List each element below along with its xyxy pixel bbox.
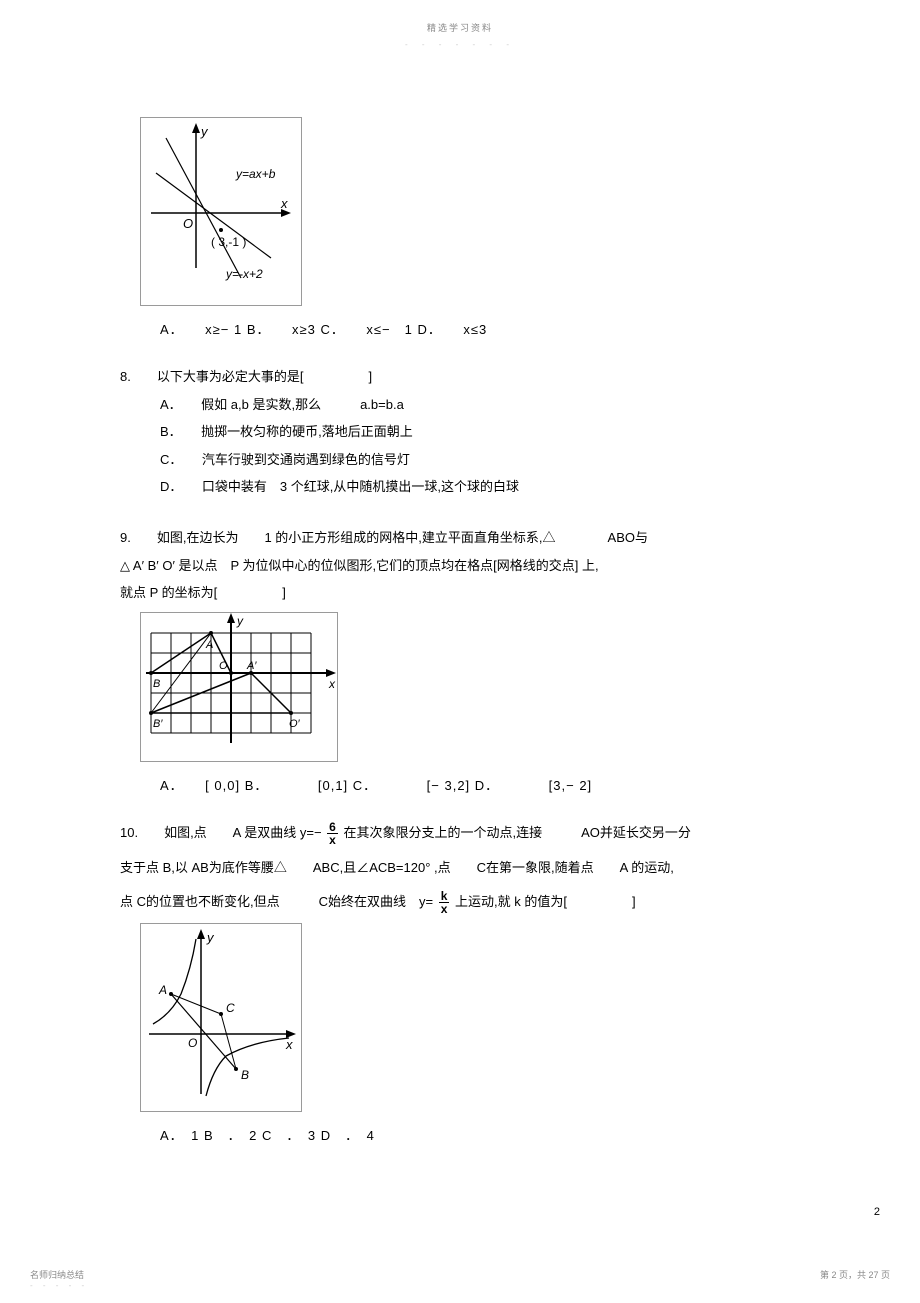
fig2-B: B [153, 678, 160, 690]
content-area: y x O y=ax+b y=-x+2 ( 3,-1 ) A． x≥− 1 B．… [0, 113, 920, 1148]
figure-q10-svg: y x O A B C [141, 924, 301, 1104]
q7-options: A． x≥− 1 B． x≥3 C． x≤− 1 D． x≤3 [160, 318, 800, 341]
figure-q9-svg: y x A O A′ B B′ O′ [141, 613, 337, 753]
fig2-Bp: B′ [153, 718, 163, 730]
q10-line3: 点 C的位置也不断变化,但点 C始终在双曲线 y= k x 上运动,就 k 的值… [120, 890, 800, 915]
axis-y-label: y [200, 124, 209, 139]
fig3-B: B [241, 1068, 249, 1082]
figure-q9: y x A O A′ B B′ O′ [140, 612, 338, 761]
q10-line1-pre: 10. 如图,点 A 是双曲线 y=− [120, 825, 322, 840]
q10-frac2-den: x [439, 903, 450, 915]
figure-q10: y x O A B C [140, 923, 302, 1112]
line2-label: y=-x+2 [225, 267, 263, 281]
q9-line2: △ A′ B′ O′ 是以点 P 为位似中心的位似图形,它们的顶点均在格点[网格… [120, 554, 800, 577]
q8-option-d: D． 口袋中装有 3 个红球,从中随机摸出一球,这个球的白球 [160, 475, 800, 498]
footer-dashes: - - - - - [30, 1279, 88, 1293]
header-dashes: - - - - - - - [0, 38, 920, 52]
q10-line1: 10. 如图,点 A 是双曲线 y=− 6 x 在其次象限分支上的一个动点,连接… [120, 821, 800, 846]
fig2-y-label: y [236, 614, 244, 628]
fig3-C: C [226, 1001, 235, 1015]
origin-label: O [183, 216, 193, 231]
q8-option-b: B． 抛掷一枚匀称的硬币,落地后正面朝上 [160, 420, 800, 443]
page: 精选学习资料 - - - - - - - y x O y=ax+b y=-x+2 [0, 0, 920, 1303]
q10-line2: 支于点 B,以 AB为底作等腰△ ABC,且∠ACB=120° ,点 C在第一象… [120, 856, 800, 879]
q10-frac2: k x [439, 890, 450, 915]
q10-frac1-den: x [327, 834, 338, 846]
point-label: ( 3,-1 ) [211, 235, 246, 249]
fig2-Ap: A′ [246, 660, 257, 672]
q10-line3-post: 上运动,就 k 的值为[ ] [455, 894, 636, 909]
axis-x-label: x [280, 196, 288, 211]
q10-frac2-num: k [439, 890, 450, 903]
footer-right: 第 2 页，共 27 页 [820, 1267, 890, 1283]
q8-stem: 8. 以下大事为必定大事的是[ ] [120, 365, 800, 388]
fig3-A: A [158, 983, 167, 997]
q9-options: A． [ 0,0] B． [0,1] C． [− 3,2] D． [3,− 2] [160, 774, 800, 797]
header-title: 精选学习资料 [0, 20, 920, 36]
q8-option-c: C． 汽车行驶到交通岗遇到绿色的信号灯 [160, 448, 800, 471]
fig2-O: O [219, 660, 228, 672]
fig2-A: A [205, 639, 213, 651]
q9-line1: 9. 如图,在边长为 1 的小正方形组成的网格中,建立平面直角坐标系,△ ABO… [120, 526, 800, 549]
figure-q7: y x O y=ax+b y=-x+2 ( 3,-1 ) [140, 117, 302, 306]
fig3-x: x [285, 1037, 293, 1052]
fig2-x-label: x [328, 677, 336, 691]
fig3-O: O [188, 1036, 197, 1050]
fig3-y: y [206, 930, 215, 945]
q9-line3: 就点 P 的坐标为[ ] [120, 581, 800, 604]
q10-line1-post: 在其次象限分支上的一个动点,连接 AO并延长交另一分 [343, 825, 690, 840]
page-number: 2 [874, 1203, 880, 1223]
line1-label: y=ax+b [235, 167, 276, 181]
q8-option-a: A． 假如 a,b 是实数,那么 a.b=b.a [160, 393, 800, 416]
figure-q7-svg: y x O y=ax+b y=-x+2 ( 3,-1 ) [141, 118, 301, 298]
q10-options: A． 1 B ． 2 C ． 3 D ． 4 [160, 1124, 800, 1147]
fig2-Op: O′ [289, 718, 301, 730]
q10-line3-pre: 点 C的位置也不断变化,但点 C始终在双曲线 y= [120, 894, 433, 909]
q10-frac1: 6 x [327, 821, 338, 846]
